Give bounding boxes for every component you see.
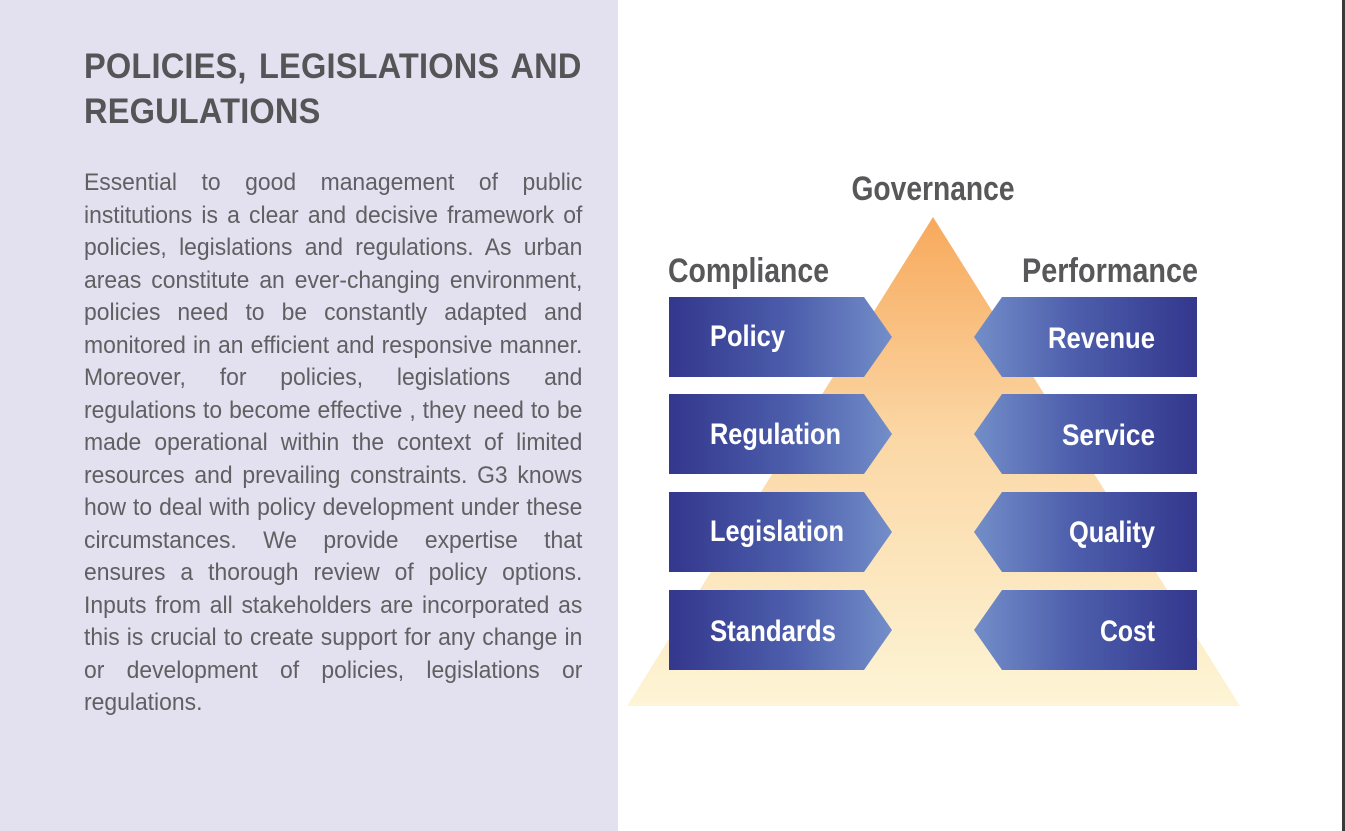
left-box-legislation: Legislation [669,492,892,572]
page-title: POLICIES, LEGISLATIONS AND REGULATIONS [84,47,582,131]
left-text-panel [0,0,618,831]
pyramid-shape [627,217,1240,706]
cost-label: Cost [1100,615,1155,648]
service-label: Service [1062,419,1155,452]
body-paragraph: Essential to good management of public i… [84,169,583,716]
left-box-standards: Standards [669,590,892,670]
left-box-policy: Policy [669,297,892,377]
left-box-regulation: Regulation [669,394,892,474]
legislation-label: Legislation [710,515,844,548]
page-edge-divider [1342,0,1345,831]
standards-label: Standards [710,615,836,648]
governance-label: Governance [852,170,1015,208]
right-box-revenue: Revenue [974,297,1197,377]
regulation-label: Regulation [710,418,841,451]
quality-label: Quality [1069,516,1155,549]
governance-pyramid-diagram: Governance Compliance Performance Policy… [627,170,1240,706]
right-box-quality: Quality [974,492,1197,572]
right-box-cost: Cost [974,590,1197,670]
policy-label: Policy [710,320,785,353]
performance-heading: Performance [1022,252,1198,290]
revenue-label: Revenue [1048,322,1155,355]
right-box-service: Service [974,394,1197,474]
compliance-heading: Compliance [668,252,829,290]
